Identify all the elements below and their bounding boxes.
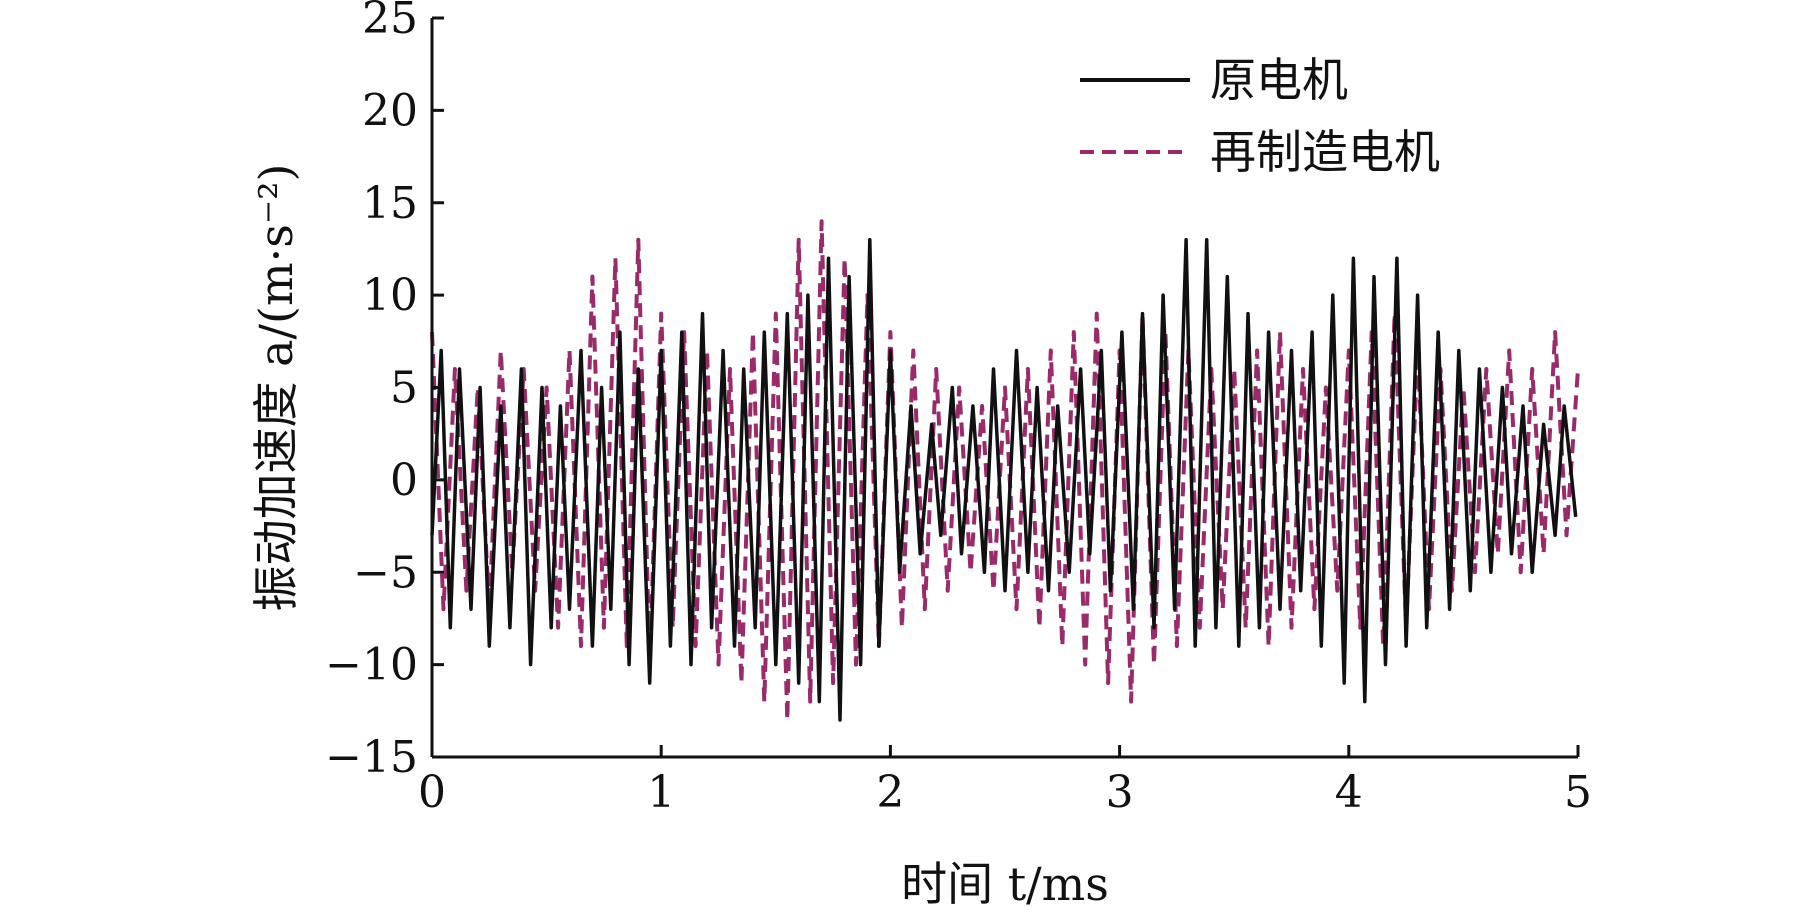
y-tick-label: −5 bbox=[353, 547, 418, 598]
x-tick-label: 1 bbox=[647, 767, 675, 818]
legend-label: 原电机 bbox=[1210, 53, 1348, 107]
x-tick-label: 4 bbox=[1335, 767, 1363, 818]
y-tick-label: 0 bbox=[390, 455, 418, 506]
x-tick-label: 3 bbox=[1106, 767, 1134, 818]
y-tick-label: 10 bbox=[362, 270, 418, 321]
y-axis-title: 振动加速度 a/(m·s⁻²) bbox=[249, 163, 303, 611]
y-tick-label: −15 bbox=[325, 732, 418, 783]
y-tick-label: 20 bbox=[362, 85, 418, 136]
x-tick-label: 5 bbox=[1564, 767, 1592, 818]
y-tick-label: −10 bbox=[325, 640, 418, 691]
series-layer bbox=[430, 219, 1580, 722]
x-axis-title: 时间 t/ms bbox=[901, 857, 1109, 911]
x-tick-label: 0 bbox=[418, 767, 446, 818]
legend-label: 再制造电机 bbox=[1210, 125, 1440, 179]
ticks: 0 1 2 3 4 5 −15 −10 −5 0 5 10 15 20 25 bbox=[325, 0, 1592, 818]
y-tick-label: 5 bbox=[390, 363, 418, 414]
series-line-remanufactured-motor bbox=[430, 219, 1580, 722]
y-tick-label: 15 bbox=[362, 178, 418, 229]
series-line-original-motor bbox=[430, 237, 1578, 722]
x-tick-label: 2 bbox=[876, 767, 904, 818]
y-tick-label: 25 bbox=[362, 0, 418, 44]
